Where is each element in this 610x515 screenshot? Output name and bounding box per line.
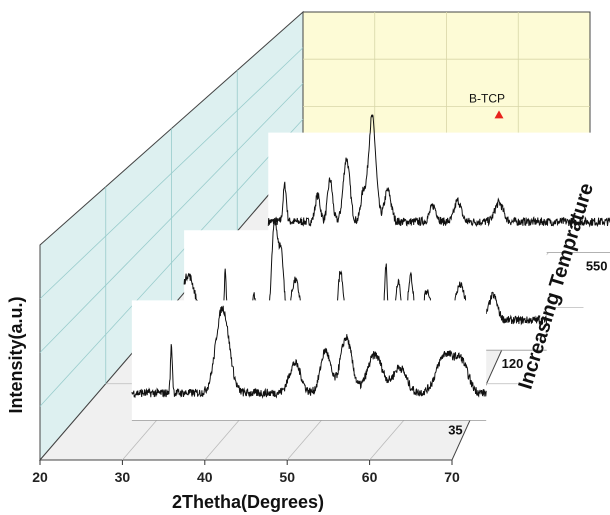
x-tick-label: 70 [444, 469, 460, 485]
series-label-35: 35 [448, 422, 462, 437]
x-tick-label: 30 [115, 469, 131, 485]
annotation-marker-icon [494, 110, 504, 119]
series-plane [131, 300, 487, 421]
series-line-550 [267, 114, 610, 228]
series-line-35 [131, 305, 487, 399]
x-tick-label: 60 [362, 469, 378, 485]
series-label-550: 550 [586, 259, 608, 274]
x-tick-label: 40 [197, 469, 213, 485]
y-axis-title: Intensity(a.u.) [6, 296, 26, 413]
annotation-label: B-TCP [469, 91, 505, 105]
series-label-120: 120 [502, 356, 524, 371]
x-tick-label: 50 [279, 469, 295, 485]
x-tick-label: 20 [32, 469, 48, 485]
x-axis-title: 2Thetha(Degrees) [172, 492, 324, 512]
x-axis-ticks: 20 30 40 50 60 70 [32, 460, 460, 485]
series-layer: 550 120 35 [131, 114, 610, 437]
